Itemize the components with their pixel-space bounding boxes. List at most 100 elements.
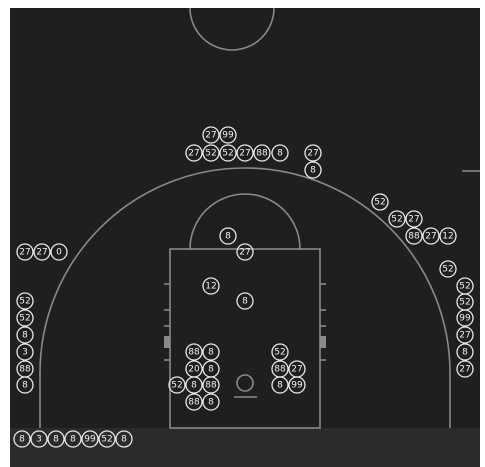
player-marker: 27 xyxy=(236,243,254,261)
marker-ring xyxy=(219,227,237,245)
marker-ring xyxy=(64,430,82,448)
player-marker: 8 xyxy=(47,430,65,448)
jersey-number: 52 xyxy=(205,149,216,159)
marker-ring xyxy=(202,393,220,411)
player-marker: 8 xyxy=(271,144,289,162)
player-marker: 88 xyxy=(185,343,203,361)
center-circle xyxy=(189,7,275,51)
player-marker: 27 xyxy=(422,227,440,245)
marker-ring xyxy=(202,343,220,361)
marker-ring xyxy=(236,292,254,310)
jersey-number: 27 xyxy=(239,248,250,258)
player-marker: 3 xyxy=(30,430,48,448)
marker-ring xyxy=(271,343,289,361)
jersey-number: 52 xyxy=(459,282,470,292)
jersey-number: 52 xyxy=(19,297,30,307)
jersey-number: 20 xyxy=(188,365,200,375)
jersey-number: 99 xyxy=(84,435,96,445)
jersey-number: 88 xyxy=(188,398,200,408)
jersey-number: 8 xyxy=(225,232,231,242)
jersey-number: 88 xyxy=(408,232,420,242)
marker-ring xyxy=(33,243,51,261)
player-marker: 8 xyxy=(236,292,254,310)
marker-ring xyxy=(456,326,474,344)
jersey-number: 52 xyxy=(101,435,112,445)
player-marker: 8 xyxy=(219,227,237,245)
jersey-number: 8 xyxy=(208,398,214,408)
player-marker: 8 xyxy=(202,343,220,361)
marker-ring xyxy=(30,430,48,448)
marker-ring xyxy=(81,430,99,448)
marker-ring xyxy=(16,326,34,344)
player-marker: 8 xyxy=(185,376,203,394)
player-marker: 8 xyxy=(271,376,289,394)
jersey-number: 0 xyxy=(56,248,62,258)
marker-ring xyxy=(271,144,289,162)
jersey-number: 8 xyxy=(70,435,76,445)
player-marker: 8 xyxy=(64,430,82,448)
marker-ring xyxy=(371,193,389,211)
player-marker: 52 xyxy=(16,292,34,310)
marker-ring xyxy=(16,309,34,327)
jersey-number: 27 xyxy=(188,149,199,159)
jersey-number: 27 xyxy=(205,131,216,141)
player-marker: 8 xyxy=(202,393,220,411)
marker-ring xyxy=(115,430,133,448)
marker-ring xyxy=(456,360,474,378)
player-marker: 8 xyxy=(115,430,133,448)
marker-ring xyxy=(439,260,457,278)
three-point-line xyxy=(39,167,451,428)
player-marker: 99 xyxy=(219,126,237,144)
jersey-number: 8 xyxy=(462,348,468,358)
player-marker: 27 xyxy=(456,326,474,344)
jersey-number: 8 xyxy=(19,435,25,445)
marker-ring xyxy=(202,144,220,162)
jersey-number: 8 xyxy=(121,435,127,445)
marker-ring xyxy=(405,210,423,228)
marker-ring xyxy=(16,243,34,261)
player-marker: 52 xyxy=(16,309,34,327)
jersey-number: 3 xyxy=(22,348,28,358)
marker-ring xyxy=(202,376,220,394)
player-marker: 0 xyxy=(50,243,68,261)
player-marker: 8 xyxy=(304,161,322,179)
jersey-number: 52 xyxy=(19,314,30,324)
marker-ring xyxy=(253,144,271,162)
marker-ring xyxy=(236,243,254,261)
player-marker: 27 xyxy=(236,144,254,162)
jersey-number: 8 xyxy=(208,348,214,358)
player-marker: 99 xyxy=(456,309,474,327)
marker-ring xyxy=(288,376,306,394)
player-marker: 52 xyxy=(439,260,457,278)
marker-ring xyxy=(185,343,203,361)
marker-ring xyxy=(219,144,237,162)
jersey-number: 52 xyxy=(391,215,402,225)
lane-marks xyxy=(164,283,326,361)
player-marker: 88 xyxy=(202,376,220,394)
basket xyxy=(236,374,254,392)
jersey-number: 88 xyxy=(19,365,31,375)
marker-ring xyxy=(422,227,440,245)
marker-ring xyxy=(439,227,457,245)
marker-ring xyxy=(98,430,116,448)
marker-ring xyxy=(202,126,220,144)
player-marker: 52 xyxy=(219,144,237,162)
marker-ring xyxy=(388,210,406,228)
player-marker: 12 xyxy=(439,227,457,245)
marker-ring xyxy=(271,376,289,394)
player-marker: 52 xyxy=(371,193,389,211)
jersey-number: 12 xyxy=(442,232,453,242)
player-marker: 27 xyxy=(33,243,51,261)
jersey-number: 8 xyxy=(53,435,59,445)
jersey-number: 27 xyxy=(291,365,302,375)
marker-ring xyxy=(16,292,34,310)
player-marker: 8 xyxy=(13,430,31,448)
jersey-number: 8 xyxy=(22,381,28,391)
marker-ring xyxy=(304,161,322,179)
jersey-number: 99 xyxy=(459,314,471,324)
jersey-number: 52 xyxy=(459,298,470,308)
player-marker: 8 xyxy=(16,326,34,344)
player-marker: 27 xyxy=(405,210,423,228)
marker-ring xyxy=(50,243,68,261)
